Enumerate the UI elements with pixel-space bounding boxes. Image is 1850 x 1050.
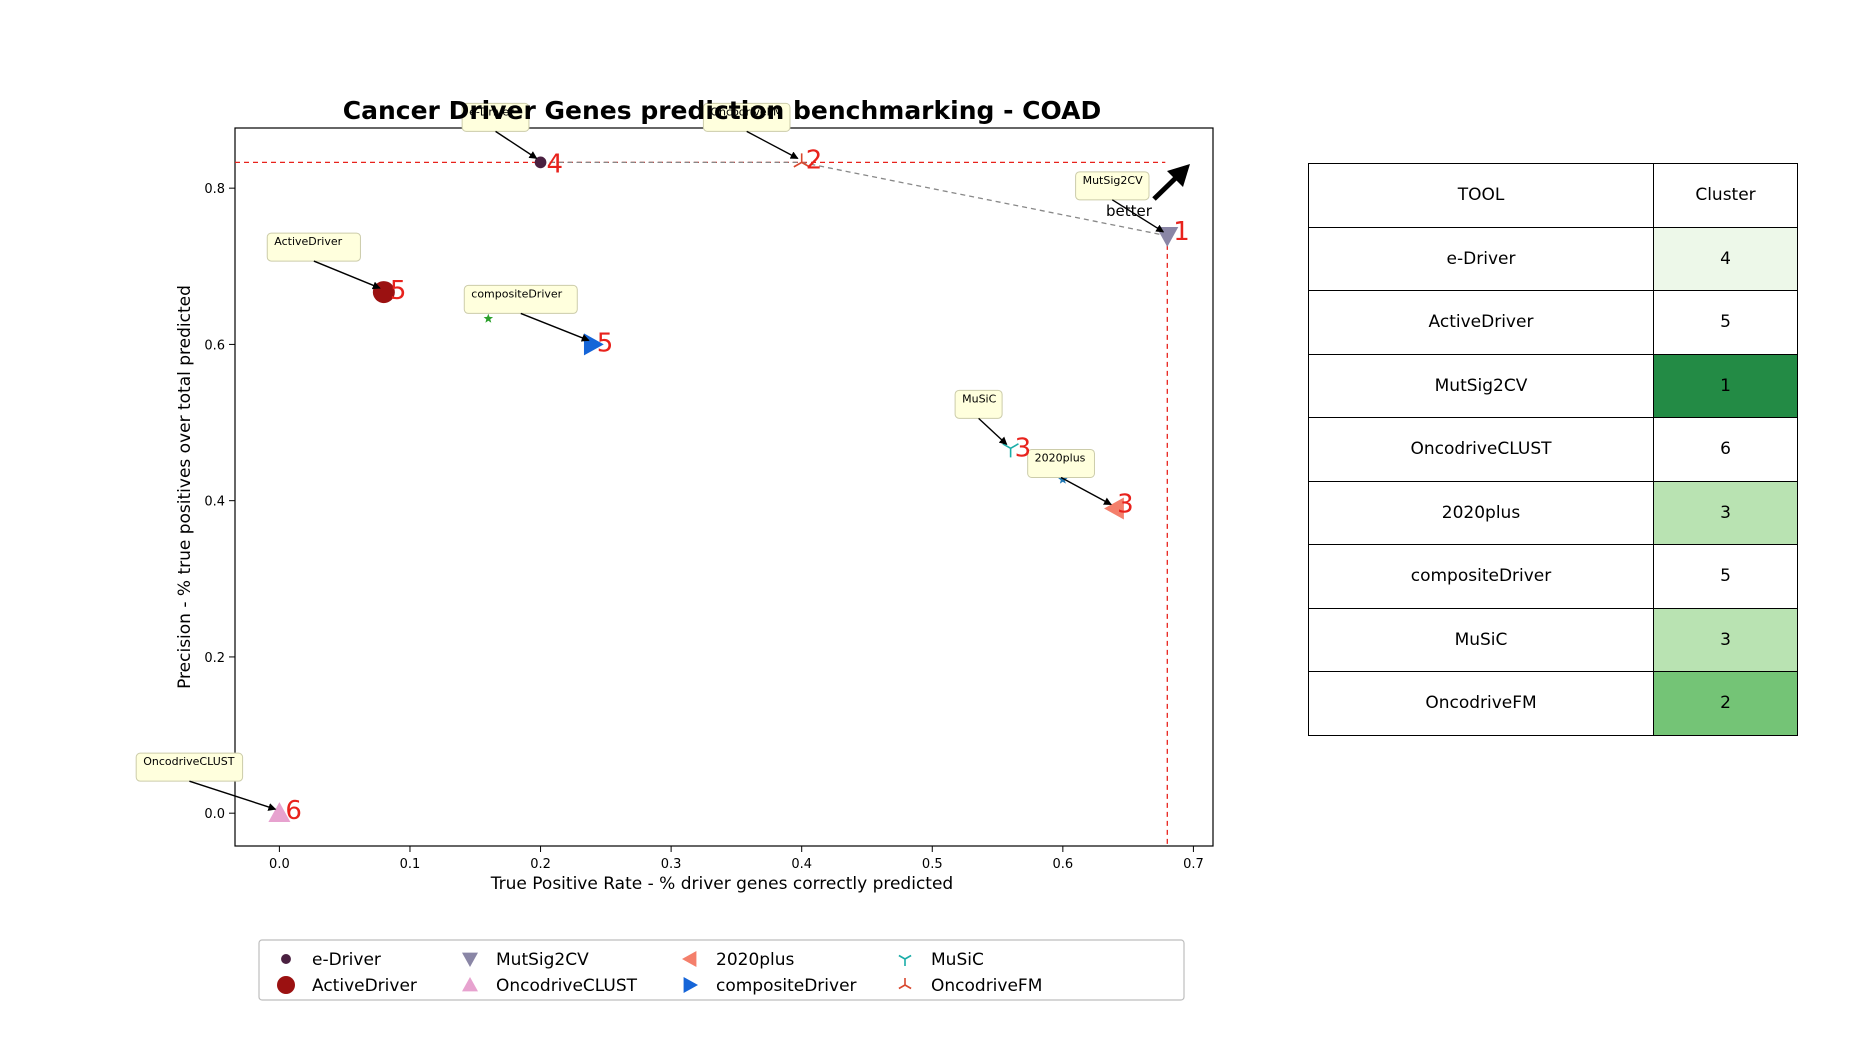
table-cell-tool: ActiveDriver: [1308, 290, 1654, 355]
table-row: ActiveDriver 5: [1308, 290, 1798, 355]
annotation-label-music: MuSiC: [962, 392, 997, 405]
annotation-arrow-oncodrivefm: [746, 130, 799, 159]
annotation-arrow-music: [978, 417, 1008, 446]
table-cell-cluster: 6: [1653, 417, 1798, 482]
cluster-number-mutsig2cv: 1: [1173, 217, 1190, 247]
table-row: OncodriveFM 2: [1308, 671, 1798, 736]
table-cell-tool: OncodriveFM: [1308, 671, 1654, 736]
y-tick-label: 0.6: [204, 338, 225, 353]
cluster-table: TOOL Cluster e-Driver 4 ActiveDriver 5 MutSi…: [1308, 163, 1798, 736]
x-tick-label: 0.1: [400, 857, 421, 872]
chart-title: Cancer Driver Genes prediction benchmark…: [343, 96, 1101, 125]
legend-box: [258, 939, 1185, 1001]
cluster-number-activedriver: 5: [390, 276, 407, 306]
legend-label-2020plus: 2020plus: [716, 950, 795, 970]
annotation-label-e-driver: e-Driver: [469, 105, 514, 118]
legend-marker-compositedriver: [683, 977, 698, 993]
y-axis-label: Precision - % true positives over total …: [175, 285, 195, 689]
header-tool: TOOL: [1308, 163, 1654, 228]
annotation-label-oncodriveclust: OncodriveCLUST: [143, 755, 235, 768]
annotation-label-mutsig2cv: MutSig2CV: [1083, 174, 1143, 187]
legend-marker-activedriver: [277, 976, 295, 994]
x-tick-label: 0.0: [269, 857, 290, 872]
plot-frame: [234, 127, 1214, 847]
annotation-label-activedriver: ActiveDriver: [274, 235, 342, 248]
annotation-label-2020plus: 2020plus: [1035, 451, 1086, 464]
legend-label-activedriver: ActiveDriver: [312, 976, 417, 996]
annotation-label-oncodrivefm: OncodriveFM: [710, 105, 782, 118]
legend: e-Driver ActiveDriver MutSig2CV OncodriveCL…: [258, 939, 1185, 1001]
annotation-label-compositedriver: compositeDriver: [471, 287, 562, 300]
point-oncodrivefm: [793, 153, 810, 168]
point-2020plus: [1104, 497, 1124, 520]
legend-marker-oncodrivefm: [898, 978, 912, 990]
table-cell-cluster: 5: [1653, 544, 1798, 609]
annotation-arrow-oncodriveclust: [189, 780, 277, 811]
table-row: 2020plus 3: [1308, 480, 1798, 545]
legend-marker-e-driver: [281, 954, 291, 964]
table-row: compositeDriver 5: [1308, 544, 1798, 609]
table-row: OncodriveCLUST 6: [1308, 417, 1798, 482]
legend-label-compositedriver: compositeDriver: [716, 976, 857, 996]
table-cell-tool: MutSig2CV: [1308, 353, 1654, 418]
x-tick-label: 0.3: [661, 857, 682, 872]
y-tick-label: 0.8: [204, 182, 225, 197]
point-oncodriveclust: [268, 802, 291, 822]
table-cell-cluster: 1: [1653, 353, 1798, 418]
better-label: better: [1106, 202, 1153, 220]
legend-label-oncodrivefm: OncodriveFM: [931, 976, 1042, 996]
pareto-frontier-line: [540, 161, 1168, 237]
x-tick-label: 0.5: [922, 857, 943, 872]
legend-label-oncodriveclust: OncodriveCLUST: [496, 976, 638, 996]
x-tick-label: 0.2: [530, 857, 551, 872]
table-cell-tool: MuSiC: [1308, 607, 1654, 672]
cluster-number-2020plus: 3: [1117, 489, 1134, 519]
annotation-arrow-compositedriver: [520, 312, 590, 342]
legend-marker-music: [898, 954, 912, 966]
y-tick-label: 0.0: [204, 807, 225, 822]
y-tick-label: 0.2: [204, 651, 225, 666]
point-e-driver: [534, 156, 547, 169]
y-tick-label: 0.4: [204, 495, 225, 510]
legend-label-e-driver: e-Driver: [312, 950, 381, 970]
annotation-arrow-2020plus: [1060, 476, 1112, 506]
legend-marker-2020plus: [682, 951, 697, 967]
table-row: e-Driver 4: [1308, 226, 1798, 291]
table-cell-cluster: 2: [1653, 671, 1798, 736]
annotation-arrow-mutsig2cv: [1111, 199, 1165, 233]
annotation-arrow-activedriver: [313, 260, 381, 290]
cluster-number-compositedriver: 5: [597, 328, 614, 358]
x-tick-label: 0.7: [1183, 857, 1204, 872]
table-cell-cluster: 4: [1653, 226, 1798, 291]
legend-marker-oncodriveclust: [462, 977, 478, 992]
table-cell-cluster: 5: [1653, 290, 1798, 355]
header-cluster: Cluster: [1653, 163, 1798, 228]
cluster-number-oncodriveclust: 6: [285, 796, 302, 826]
legend-label-mutsig2cv: MutSig2CV: [496, 950, 589, 970]
cluster-number-music: 3: [1015, 433, 1032, 463]
table-cell-tool: 2020plus: [1308, 480, 1654, 545]
table-header-row: TOOL Cluster: [1308, 163, 1798, 228]
cluster-number-oncodrivefm: 2: [806, 145, 823, 175]
table-row: MutSig2CV 1: [1308, 353, 1798, 418]
x-axis-label: True Positive Rate - % driver genes corr…: [490, 874, 953, 894]
table-row: MuSiC 3: [1308, 607, 1798, 672]
table-cell-tool: compositeDriver: [1308, 544, 1654, 609]
better-arrow: [1152, 164, 1190, 201]
extra-point-1: [483, 313, 494, 323]
legend-marker-mutsig2cv: [462, 952, 478, 967]
x-tick-label: 0.6: [1052, 857, 1073, 872]
table-cell-cluster: 3: [1653, 480, 1798, 545]
annotation-arrow-e-driver: [495, 130, 538, 159]
table-cell-cluster: 3: [1653, 607, 1798, 672]
table-cell-tool: OncodriveCLUST: [1308, 417, 1654, 482]
x-tick-label: 0.4: [791, 857, 812, 872]
legend-label-music: MuSiC: [931, 950, 984, 970]
table-cell-tool: e-Driver: [1308, 226, 1654, 291]
cluster-number-e-driver: 4: [547, 149, 564, 179]
